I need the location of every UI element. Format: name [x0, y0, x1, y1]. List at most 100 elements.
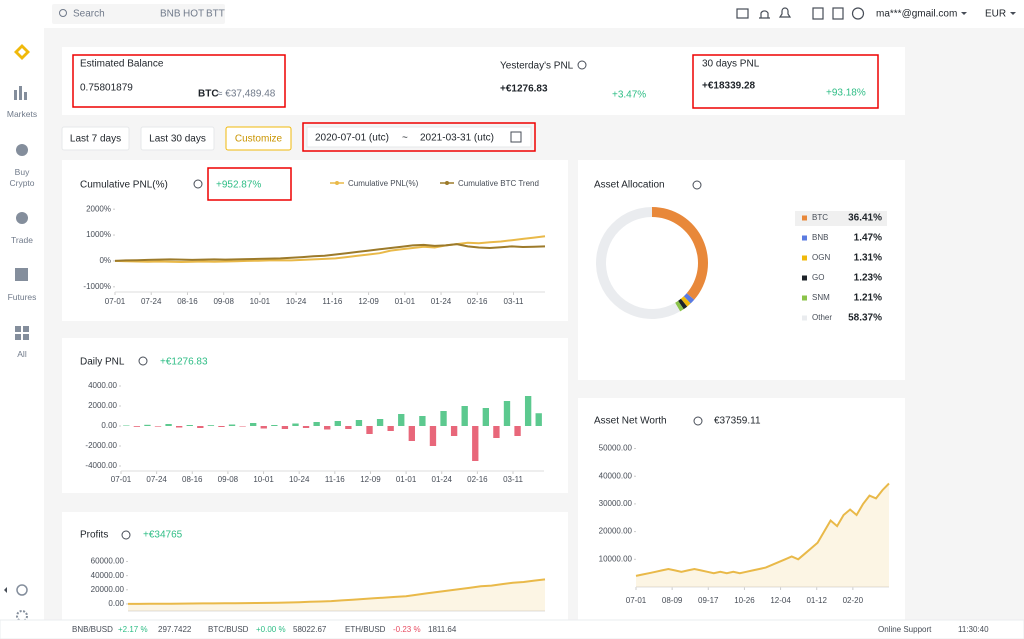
refresh-icon[interactable]	[16, 584, 28, 596]
pie-slice	[595, 207, 681, 320]
bar	[292, 423, 299, 426]
info-icon[interactable]	[577, 60, 587, 70]
legend-label: OGN	[812, 253, 830, 262]
change: +0.00 %	[256, 625, 286, 634]
info-icon[interactable]	[193, 179, 203, 189]
nav-label[interactable]: Trade	[11, 235, 33, 245]
y-tick-label: 60000.00	[91, 557, 125, 566]
x-tick-label: 09-17	[698, 596, 719, 605]
card-title: Asset Allocation	[594, 180, 665, 191]
x-tick-label: 03-11	[504, 297, 524, 306]
bell-icon[interactable]	[778, 7, 792, 18]
nav-label[interactable]: Futures	[7, 292, 37, 302]
all-icon[interactable]	[23, 326, 29, 332]
bar	[524, 396, 532, 426]
change: -0.23 %	[393, 625, 421, 634]
nav-label[interactable]: All	[17, 349, 27, 359]
y-tick-label: 40000.00	[599, 471, 633, 480]
card-title: Daily PNL	[80, 357, 125, 368]
pie-slice	[675, 300, 684, 312]
wallet-icon[interactable]	[736, 8, 749, 19]
collapse-arrow[interactable]	[4, 587, 7, 593]
x-tick-label: 11-16	[325, 475, 345, 484]
all-icon[interactable]	[15, 326, 21, 332]
bar	[419, 416, 426, 426]
filter-button[interactable]	[61, 126, 130, 151]
legend-label: BNB	[812, 233, 828, 242]
bar	[154, 426, 162, 427]
all-icon[interactable]	[15, 334, 21, 340]
info-icon[interactable]	[138, 356, 148, 366]
all-icon[interactable]	[23, 334, 29, 340]
label: Yesterday's PNL	[500, 61, 574, 72]
markets-icon[interactable]	[24, 92, 27, 100]
caret	[961, 12, 967, 15]
user-email[interactable]: ma***@gmail.com	[876, 9, 957, 20]
legend-value: 1.31%	[854, 253, 882, 264]
alarm-icon[interactable]	[759, 10, 770, 19]
legend-dot	[445, 181, 449, 185]
futures-icon[interactable]	[15, 268, 28, 281]
pnl-pct: +3.47%	[612, 90, 646, 101]
date-range[interactable]	[306, 126, 532, 148]
price: 297.7422	[158, 625, 192, 634]
bar	[355, 420, 363, 426]
filter-button[interactable]	[140, 126, 215, 151]
line	[635, 482, 890, 577]
legend-value: 58.37%	[848, 313, 882, 324]
bar	[440, 411, 447, 426]
bar	[366, 426, 373, 434]
buy-icon[interactable]	[16, 144, 28, 156]
x-tick-label: 07-01	[105, 297, 126, 306]
bar	[218, 426, 225, 427]
online-support[interactable]: Online Support	[878, 625, 932, 634]
label: Estimated Balance	[80, 59, 164, 70]
pnl-value: +€18339.28	[702, 81, 756, 92]
x-tick-label: 02-20	[843, 596, 864, 605]
x-tick-label: 01-12	[806, 596, 827, 605]
logo[interactable]	[14, 44, 30, 60]
x-tick-label: 02-16	[467, 475, 488, 484]
legend-label: BTC	[812, 213, 828, 222]
nav-label[interactable]: Markets	[6, 109, 38, 119]
currency[interactable]: EUR	[985, 9, 1006, 20]
info-icon[interactable]	[121, 530, 131, 540]
pair[interactable]: BNB/BUSD	[72, 625, 113, 634]
bar	[133, 426, 141, 427]
account-icon[interactable]	[851, 7, 865, 20]
orders-icon[interactable]	[812, 7, 824, 20]
balance-card	[62, 47, 905, 115]
bar	[313, 422, 320, 426]
filter-label: Last 7 days	[70, 134, 121, 145]
bar	[387, 426, 394, 431]
legend-swatch	[802, 255, 807, 261]
search-icon	[59, 9, 67, 17]
pair[interactable]: BTC/BUSD	[208, 625, 249, 634]
x-tick-label: 01-01	[395, 297, 416, 306]
bar	[271, 425, 278, 426]
info-icon[interactable]	[693, 416, 703, 426]
bar	[334, 421, 341, 426]
bar	[461, 406, 468, 426]
filter-button[interactable]	[225, 126, 292, 151]
nav-label[interactable]: Buy Crypto	[9, 167, 35, 188]
x-tick-label: 10-24	[286, 297, 307, 306]
info-icon[interactable]	[692, 180, 702, 190]
bar	[144, 424, 151, 426]
unit: BTC	[198, 89, 219, 100]
markets-icon[interactable]	[14, 90, 17, 100]
x-tick-label: 09-08	[218, 475, 239, 484]
search-box[interactable]	[52, 4, 225, 24]
trade-icon[interactable]	[16, 212, 28, 224]
bar	[482, 408, 490, 426]
legend-swatch	[802, 215, 807, 221]
calendar-icon[interactable]	[510, 131, 522, 143]
y-tick-label: 20000.00	[599, 527, 633, 536]
bar	[165, 424, 172, 426]
pair[interactable]: ETH/BUSD	[345, 625, 386, 634]
y-tick-label: 10000.00	[599, 554, 633, 563]
markets-icon[interactable]	[19, 86, 22, 100]
docs-icon[interactable]	[832, 7, 844, 20]
bar	[450, 426, 458, 436]
